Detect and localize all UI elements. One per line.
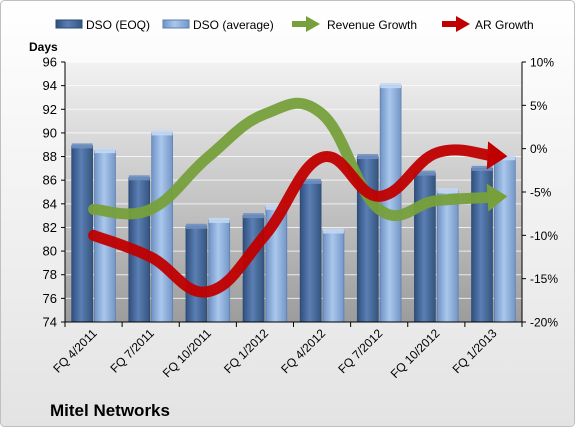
legend-label-ar-growth: AR Growth <box>475 18 534 32</box>
legend-arrowhead-ar-growth-icon <box>456 16 470 32</box>
bar-dso-eoq-6 <box>414 172 436 323</box>
legend-swatch-dso-average <box>162 19 190 29</box>
y-tick-label-9: 92 <box>43 102 57 117</box>
y-tick-label-4: 82 <box>43 220 57 235</box>
y2-tick-label-6: 10% <box>530 56 554 70</box>
y-tick-label-1: 76 <box>43 291 57 306</box>
bar-cap-dso-eoq-6 <box>414 170 436 176</box>
bar-dso-eoq-4 <box>299 180 322 323</box>
lines-layer <box>88 97 508 298</box>
bar-cap-dso-average-6 <box>437 188 459 194</box>
y-tick-label-11: 96 <box>43 55 57 70</box>
bar-cap-dso-eoq-5 <box>357 154 379 160</box>
bar-dso-eoq-3 <box>242 215 265 323</box>
series-line-ar-growth <box>88 144 497 298</box>
legend-item-dso-average: DSO (average) <box>162 18 274 32</box>
legend-item-ar-growth: AR Growth <box>442 16 534 32</box>
series-arrowhead-revenue-growth <box>486 183 508 212</box>
legend-label-dso-average: DSO (average) <box>193 18 274 32</box>
y-tick-label-6: 86 <box>43 173 57 188</box>
y2-tick-label-4: 0% <box>530 142 548 156</box>
bar-dso-average-1 <box>151 132 173 323</box>
bar-cap-dso-average-3 <box>265 204 287 210</box>
bar-cap-dso-average-0 <box>94 148 116 154</box>
legend-label-revenue-growth: Revenue Growth <box>327 18 417 32</box>
series-arrowhead-ar-growth <box>486 141 508 170</box>
y-axis-title: Days <box>29 40 58 54</box>
bar-dso-average-6 <box>436 190 459 323</box>
y-tick-label-10: 94 <box>43 78 57 93</box>
y-tick-label-7: 88 <box>43 149 57 164</box>
legend: DSO (EOQ) DSO (average) Revenue Growth A… <box>55 16 534 32</box>
y-tick-label-5: 84 <box>43 196 57 211</box>
legend-label-dso-eoq: DSO (EOQ) <box>86 18 150 32</box>
y2-tick-label-1: -15% <box>530 272 558 286</box>
bar-cap-dso-eoq-0 <box>71 143 93 149</box>
bar-cap-dso-eoq-4 <box>300 178 322 184</box>
bar-dso-average-5 <box>379 85 402 323</box>
bar-cap-dso-eoq-1 <box>128 175 150 181</box>
bar-cap-dso-average-5 <box>380 83 402 89</box>
legend-arrowhead-revenue-growth-icon <box>306 16 320 32</box>
y-tick-label-8: 90 <box>43 125 57 140</box>
bar-cap-dso-average-4 <box>323 228 344 234</box>
legend-item-revenue-growth: Revenue Growth <box>292 16 417 32</box>
y-tick-label-3: 80 <box>43 244 57 259</box>
legend-item-dso-eoq: DSO (EOQ) <box>55 18 150 32</box>
y2-tick-label-2: -10% <box>530 229 558 243</box>
bar-cap-dso-average-1 <box>151 130 173 136</box>
bar-dso-eoq-2 <box>185 225 208 323</box>
bar-cap-dso-average-2 <box>208 217 230 223</box>
y2-tick-label-3: -5% <box>530 186 552 200</box>
series-line-revenue-growth <box>88 97 497 222</box>
y2-tick-label-5: 5% <box>530 99 548 113</box>
legend-swatch-dso-eoq <box>55 19 83 29</box>
y-tick-label-0: 74 <box>43 315 57 330</box>
bar-cap-dso-eoq-7 <box>471 165 493 171</box>
bar-cap-dso-eoq-2 <box>185 223 207 229</box>
bar-dso-average-2 <box>208 219 231 323</box>
bar-cap-dso-eoq-3 <box>243 213 264 219</box>
y2-tick-label-0: -20% <box>530 316 558 330</box>
bar-dso-average-7 <box>494 157 516 323</box>
company-title: Mitel Networks <box>50 401 170 420</box>
y-tick-label-2: 78 <box>43 267 57 282</box>
bar-dso-average-4 <box>322 230 345 323</box>
